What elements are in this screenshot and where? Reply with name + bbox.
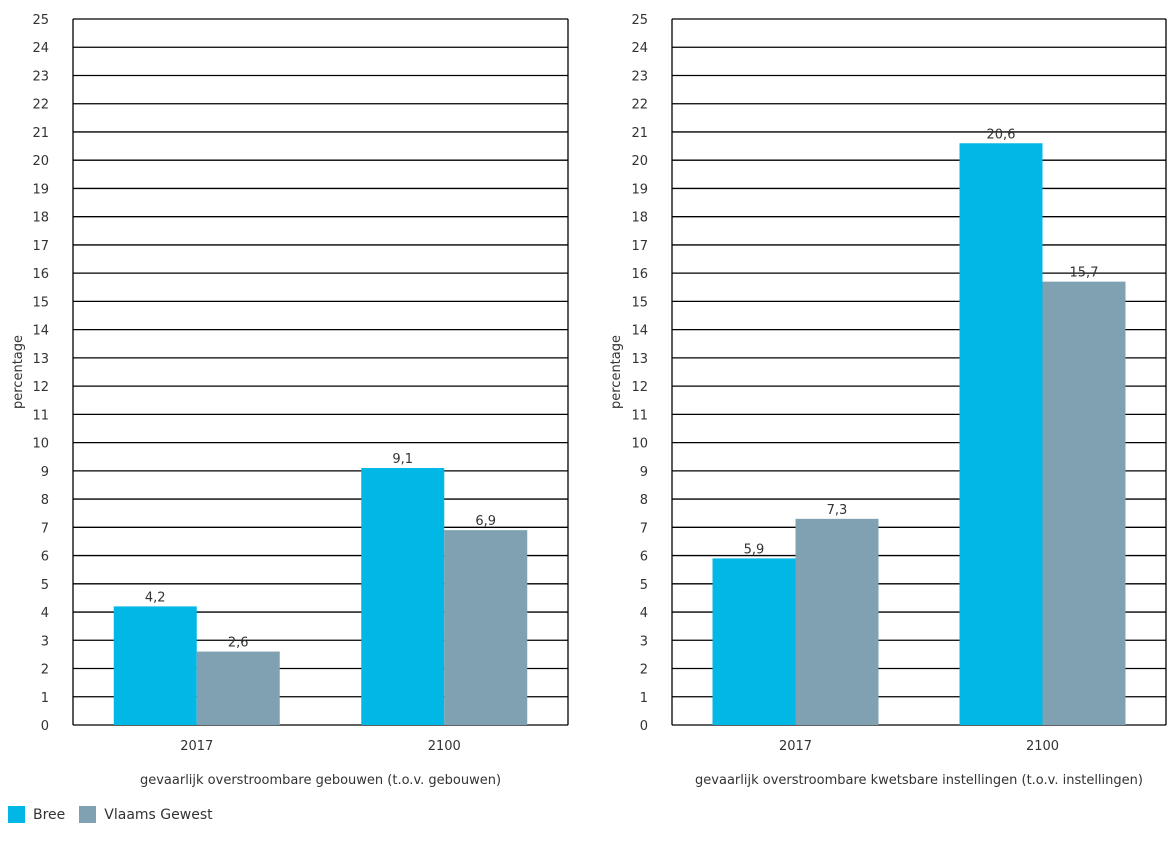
y-tick-label: 0 [41,719,49,734]
y-tick-label: 5 [640,578,648,593]
bar-bree [959,143,1043,726]
y-tick-label: 7 [640,521,648,536]
y-axis-title: percentage [609,335,624,409]
y-tick-label: 13 [32,352,49,367]
y-tick-label: 10 [631,437,648,452]
data-label: 4,2 [145,590,166,605]
y-tick-label: 11 [631,408,648,423]
y-tick-label: 11 [32,408,49,423]
y-tick-label: 15 [631,295,648,310]
legend-label-bree: Bree [33,806,66,823]
y-tick-label: 23 [32,69,49,84]
y-tick-label: 12 [32,380,49,395]
y-tick-label: 13 [631,352,648,367]
y-tick-label: 20 [32,154,49,169]
bar-vlaams-gewest [196,651,280,725]
y-tick-label: 10 [32,437,49,452]
bar-bree [361,468,445,725]
y-tick-label: 4 [41,606,49,621]
y-tick-label: 20 [631,154,648,169]
y-tick-label: 25 [32,13,49,28]
legend: Bree Vlaams Gewest [8,806,227,823]
y-tick-label: 14 [631,324,648,339]
bar-vlaams-gewest [795,518,879,725]
data-label: 7,3 [827,503,848,518]
y-tick-label: 9 [640,465,648,480]
y-tick-label: 2 [640,663,648,678]
y-tick-label: 6 [41,550,49,565]
y-tick-label: 16 [631,267,648,282]
y-tick-label: 25 [631,13,648,28]
y-tick-label: 18 [631,211,648,226]
legend-item-vlaams-gewest: Vlaams Gewest [79,806,213,823]
x-axis-title: gevaarlijk overstroombare kwetsbare inst… [695,773,1143,788]
bar-vlaams-gewest [444,530,528,725]
y-tick-label: 0 [640,719,648,734]
bar-bree [113,606,197,725]
y-tick-label: 16 [32,267,49,282]
x-tick-label: 2017 [779,739,812,754]
y-tick-label: 8 [41,493,49,508]
y-tick-label: 24 [32,41,49,56]
y-tick-label: 9 [41,465,49,480]
x-tick-label: 2017 [180,739,213,754]
data-label: 5,9 [744,542,765,557]
y-tick-label: 22 [631,98,648,113]
x-tick-label: 2100 [1026,739,1059,754]
y-tick-label: 5 [41,578,49,593]
y-tick-label: 7 [41,521,49,536]
bar-vlaams-gewest [1042,281,1126,725]
data-label: 15,7 [1070,266,1099,281]
y-tick-label: 17 [631,239,648,254]
data-label: 6,9 [475,514,496,529]
y-axis-title: percentage [11,335,26,409]
y-tick-label: 4 [640,606,648,621]
y-tick-label: 3 [640,634,648,649]
legend-item-bree: Bree [8,806,65,823]
y-tick-label: 15 [32,295,49,310]
y-tick-label: 17 [32,239,49,254]
legend-label-vlaams-gewest: Vlaams Gewest [104,806,213,823]
x-tick-label: 2100 [428,739,461,754]
y-tick-label: 1 [41,691,49,706]
x-axis-title: gevaarlijk overstroombare gebouwen (t.o.… [140,773,501,788]
y-tick-label: 23 [631,69,648,84]
y-tick-label: 21 [32,126,49,141]
y-tick-label: 19 [32,182,49,197]
y-tick-label: 21 [631,126,648,141]
y-tick-label: 1 [640,691,648,706]
data-label: 2,6 [228,636,249,651]
y-tick-label: 8 [640,493,648,508]
y-tick-label: 19 [631,182,648,197]
legend-swatch-vlaams-gewest [79,806,97,823]
y-tick-label: 3 [41,634,49,649]
y-tick-label: 14 [32,324,49,339]
data-label: 20,6 [987,127,1016,142]
y-tick-label: 6 [640,550,648,565]
y-tick-label: 22 [32,98,49,113]
y-tick-label: 18 [32,211,49,226]
legend-swatch-bree [8,806,25,823]
y-tick-label: 2 [41,663,49,678]
data-label: 9,1 [392,452,413,467]
bar-bree [712,558,796,725]
y-tick-label: 12 [631,380,648,395]
y-tick-label: 24 [631,41,648,56]
charts-canvas: 0123456789101112131415161718192021222324… [11,13,1167,788]
